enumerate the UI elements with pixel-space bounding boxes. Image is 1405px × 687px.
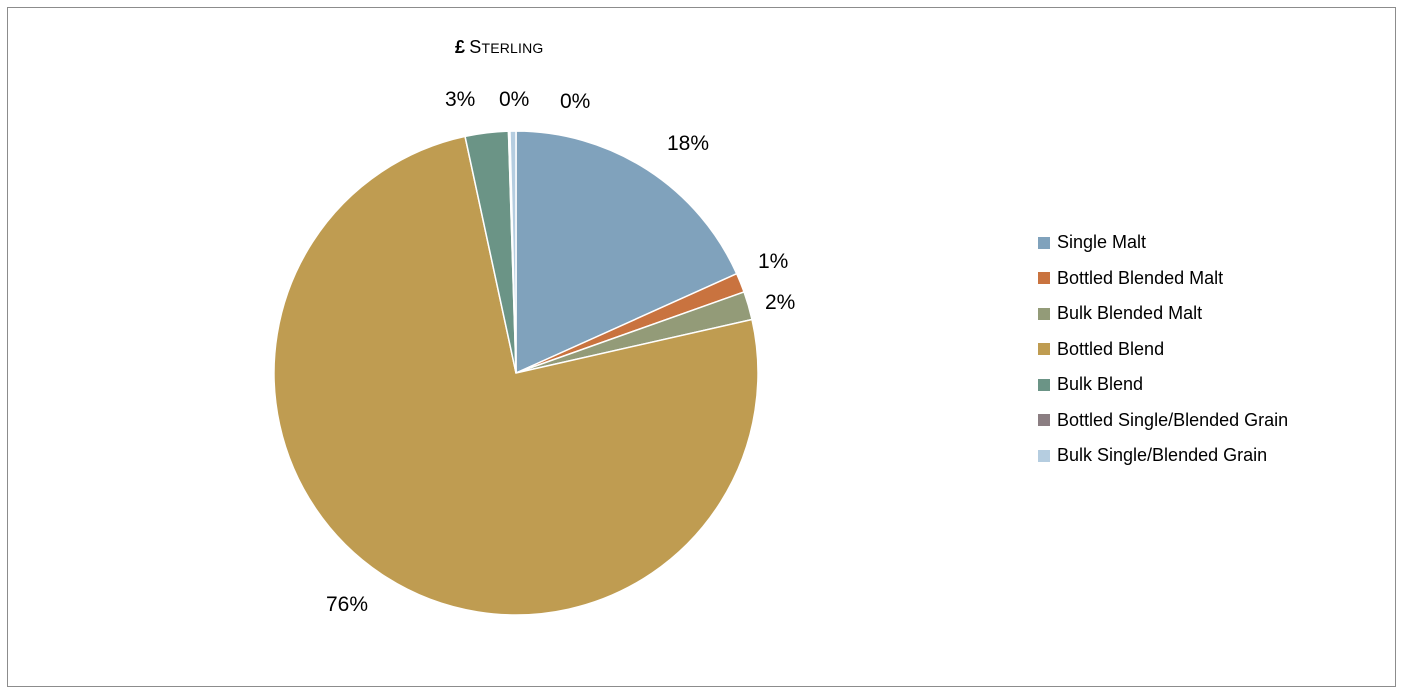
pie-slice-bottled-blend	[273, 135, 759, 616]
chart-legend: Single Malt Bottled Blended Malt Bulk Blen…	[1038, 225, 1288, 474]
legend-swatch	[1038, 378, 1050, 391]
pie-slice-single-malt	[515, 130, 738, 375]
data-label-bottled-single-blended-grain: 0%	[499, 88, 530, 111]
legend-item-bulk-blended-malt: Bulk Blended Malt	[1038, 296, 1288, 332]
data-label-bottled-blend: 76%	[326, 593, 369, 616]
data-label-single-malt: 18%	[667, 132, 710, 155]
legend-label: Bottled Single/Blended Grain	[1057, 409, 1289, 430]
legend-item-single-malt: Single Malt	[1038, 225, 1288, 261]
title-rest: TERLING	[481, 40, 544, 56]
pie-slice-bulk-single-blended-grain	[509, 130, 517, 374]
legend-swatch	[1038, 414, 1050, 427]
legend-item-bottled-blend: Bottled Blend	[1038, 332, 1288, 368]
legend-swatch	[1038, 343, 1050, 356]
legend-item-bottled-single-blended-grain: Bottled Single/Blended Grain	[1038, 403, 1288, 439]
data-label-bulk-blend: 3%	[445, 88, 476, 111]
legend-swatch	[1038, 236, 1050, 249]
data-label-bulk-single-blended-grain: 0%	[560, 90, 591, 113]
legend-swatch	[1038, 272, 1050, 285]
data-label-bulk-blended-malt: 2%	[765, 291, 796, 314]
legend-swatch	[1038, 449, 1050, 462]
legend-item-bulk-single-blended-grain: Bulk Single/Blended Grain	[1038, 438, 1288, 474]
legend-label: Bulk Single/Blended Grain	[1057, 445, 1268, 466]
legend-label: Bottled Blend	[1057, 338, 1165, 359]
legend-label: Single Malt	[1057, 232, 1147, 253]
legend-label: Bottled Blended Malt	[1057, 267, 1224, 288]
legend-item-bottled-blended-malt: Bottled Blended Malt	[1038, 261, 1288, 297]
legend-item-bulk-blend: Bulk Blend	[1038, 367, 1288, 403]
title-currency-symbol: £	[455, 37, 466, 57]
legend-label: Bulk Blend	[1057, 374, 1144, 395]
legend-label: Bulk Blended Malt	[1057, 303, 1203, 324]
chart-title: £ STERLING	[455, 37, 544, 58]
title-initial: S	[469, 37, 482, 57]
legend-swatch	[1038, 307, 1050, 320]
data-label-bottled-blended-malt: 1%	[758, 250, 789, 273]
